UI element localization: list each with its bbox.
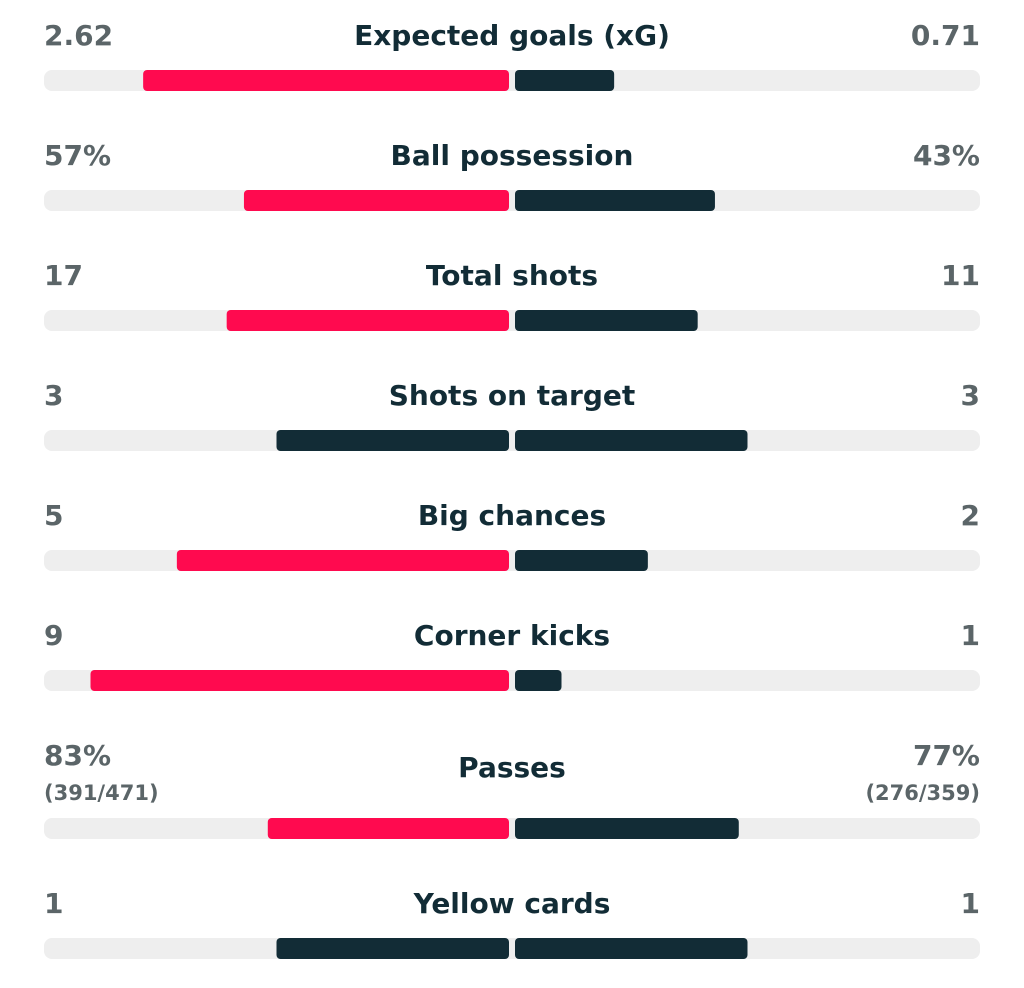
stat-label: Total shots <box>426 259 598 292</box>
bar-track <box>44 938 980 959</box>
away-value: 1 <box>961 619 980 652</box>
home-value: 3 <box>44 379 63 412</box>
home-bar <box>176 550 509 571</box>
away-bar <box>515 190 715 211</box>
bar-track <box>44 818 980 839</box>
away-bar <box>515 670 562 691</box>
bar-track <box>44 190 980 211</box>
away-bar <box>515 430 748 451</box>
home-value: 1 <box>44 887 63 920</box>
home-bar <box>226 310 509 331</box>
stat-label: Expected goals (xG) <box>354 19 670 52</box>
home-bar <box>276 938 509 959</box>
home-bar <box>276 430 509 451</box>
home-value: 5 <box>44 499 63 532</box>
away-value: 0.71 <box>911 19 980 52</box>
home-value: 83% <box>44 739 111 772</box>
home-bar <box>143 70 509 91</box>
stat-label: Big chances <box>418 499 606 532</box>
home-value: 2.62 <box>44 19 113 52</box>
away-value: 3 <box>961 379 980 412</box>
stat-label: Yellow cards <box>413 887 611 920</box>
away-bar <box>515 818 739 839</box>
away-bar <box>515 938 748 959</box>
away-value: 77% <box>913 739 980 772</box>
away-value: 43% <box>913 139 980 172</box>
home-bar <box>267 818 509 839</box>
home-detail: (391/471) <box>44 781 159 805</box>
stat-label: Corner kicks <box>414 619 610 652</box>
stat-label: Passes <box>458 751 566 784</box>
stat-label: Ball possession <box>391 139 634 172</box>
home-bar <box>90 670 509 691</box>
home-value: 57% <box>44 139 111 172</box>
home-bar <box>243 190 509 211</box>
away-value: 2 <box>961 499 980 532</box>
away-detail: (276/359) <box>865 781 980 805</box>
away-bar <box>515 70 615 91</box>
home-value: 9 <box>44 619 63 652</box>
away-bar <box>515 550 648 571</box>
stat-label: Shots on target <box>389 379 636 412</box>
away-value: 1 <box>961 887 980 920</box>
home-value: 17 <box>44 259 83 292</box>
away-bar <box>515 310 698 331</box>
away-value: 11 <box>941 259 980 292</box>
bar-track <box>44 430 980 451</box>
bar-track <box>44 310 980 331</box>
